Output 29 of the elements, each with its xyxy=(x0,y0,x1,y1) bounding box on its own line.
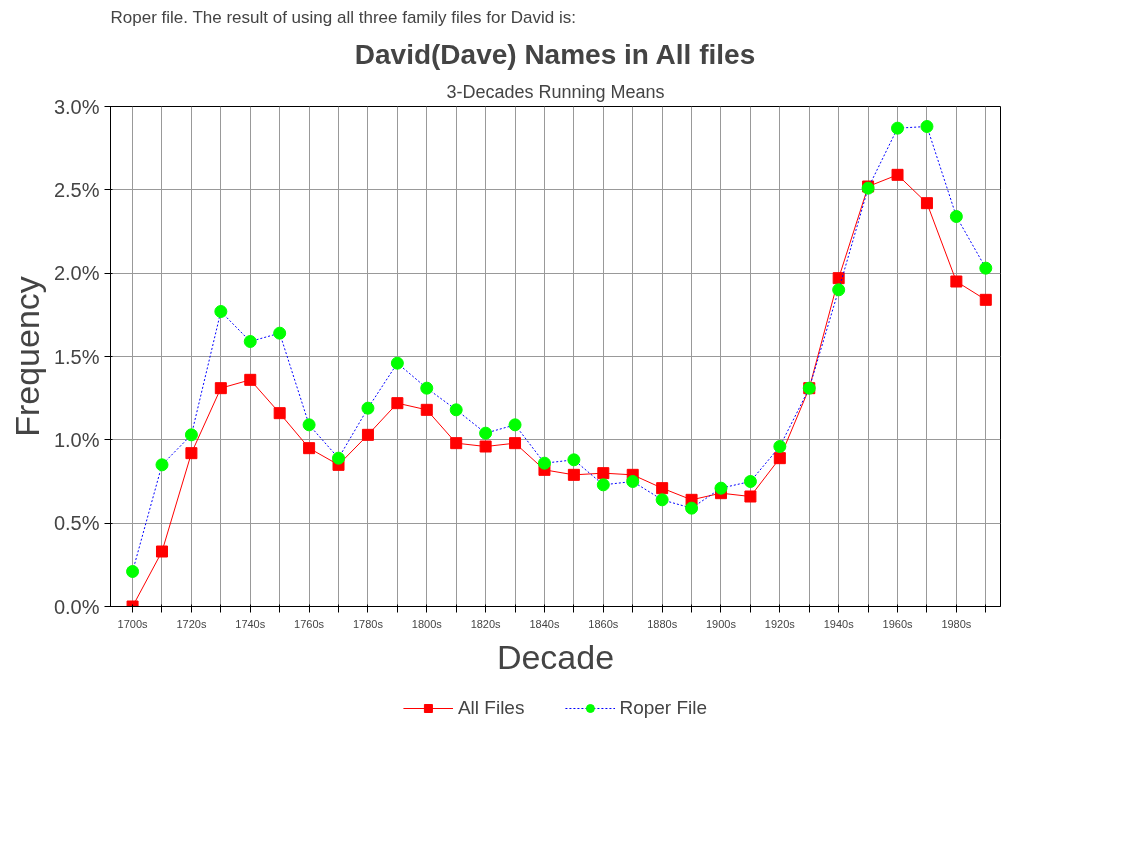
x-tick-label: 1980s xyxy=(941,617,972,630)
y-axis-title: Frequency xyxy=(7,276,46,437)
x-axis-title: Decade xyxy=(496,637,615,676)
y-tick-label: 1.0% xyxy=(53,428,100,451)
y-tick-label: 0.5% xyxy=(53,512,100,535)
y-tick-label: 3.0% xyxy=(53,95,100,118)
chart-title: David(Dave) Names in All files xyxy=(354,38,756,70)
legend-label: All Files xyxy=(457,697,525,719)
y-tick-label: 2.0% xyxy=(53,262,100,285)
x-tick-label: 1960s xyxy=(882,617,914,630)
x-tick-label: 1780s xyxy=(352,617,384,630)
legend-label: Roper File xyxy=(619,697,708,719)
x-tick-label: 1800s xyxy=(411,617,443,630)
text: Roper file. The result of using all three family files for David is: xyxy=(110,7,576,27)
y-tick-label: 0.0% xyxy=(53,595,100,618)
y-tick-label: 1.5% xyxy=(53,345,100,368)
x-tick-label: 1700s xyxy=(117,617,149,630)
x-tick-label: 1720s xyxy=(176,617,207,630)
x-tick-label: 1840s xyxy=(529,617,560,630)
x-tick-label: 1820s xyxy=(470,617,502,630)
x-tick-label: 1740s xyxy=(235,617,266,630)
x-tick-label: 1900s xyxy=(706,617,737,630)
x-tick-label: 1880s xyxy=(647,617,678,630)
y-tick-label: 2.5% xyxy=(53,178,100,201)
x-tick-label: 1940s xyxy=(823,617,855,630)
x-tick-label: 1920s xyxy=(764,617,796,630)
chart-subtitle: 3-Decades Running Means xyxy=(446,81,665,102)
x-tick-label: 1760s xyxy=(294,617,325,630)
x-tick-label: 1860s xyxy=(588,617,619,630)
